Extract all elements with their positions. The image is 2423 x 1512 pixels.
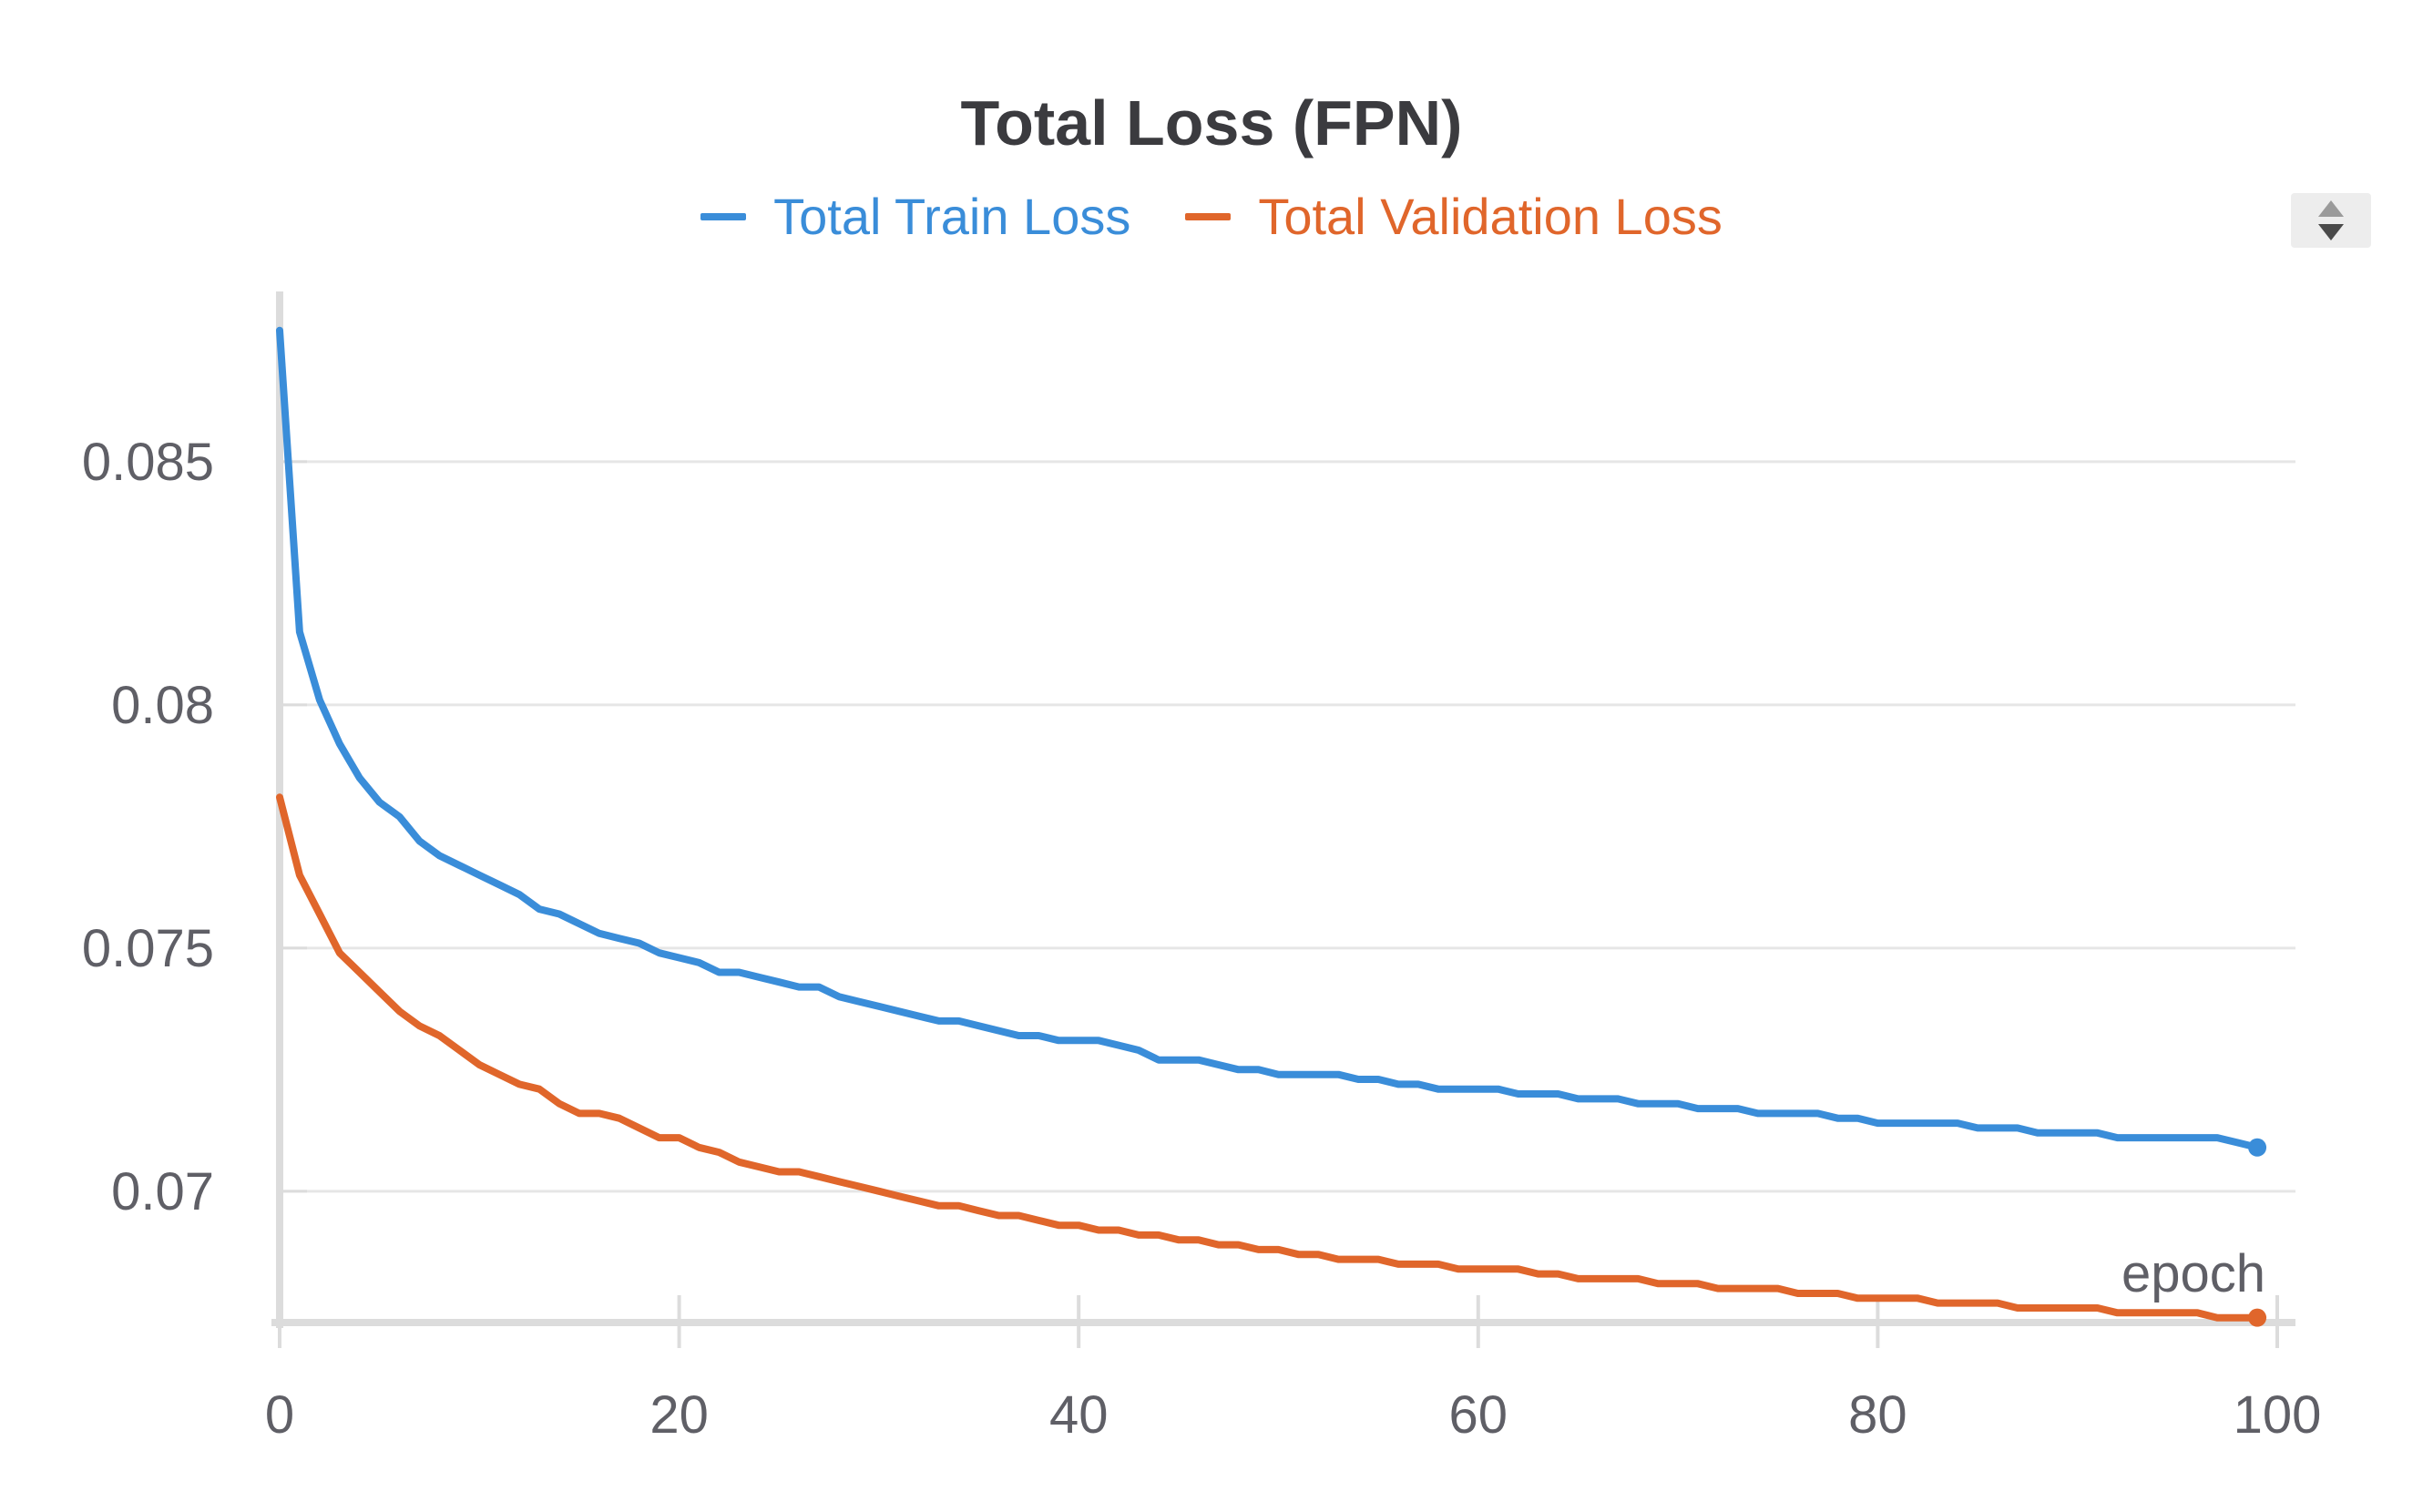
legend-swatch-validation	[1185, 212, 1232, 220]
x-tick-label: 40	[1049, 1385, 1109, 1445]
x-tick-label: 0	[265, 1385, 294, 1445]
y-axis-ticks: 0.07 0.075 0.08 0.085	[82, 433, 307, 1221]
x-tick-label: 100	[2234, 1385, 2322, 1445]
x-tick-label: 80	[1848, 1385, 1907, 1445]
y-tick-label: 0.075	[82, 919, 214, 978]
axes	[271, 291, 2295, 1328]
y-tick-label: 0.085	[82, 433, 214, 492]
chart-legend: Total Train Loss Total Validation Loss	[0, 187, 2423, 246]
legend-sort-button[interactable]	[2291, 193, 2371, 248]
series-end-point-train[interactable]	[2248, 1138, 2267, 1157]
series-line-validation[interactable]	[276, 793, 2262, 1322]
x-tick-label: 20	[649, 1385, 709, 1445]
series-end-point-validation[interactable]	[2248, 1308, 2267, 1327]
x-axis-ticks: 0 20 40 60 80 100	[265, 1295, 2322, 1445]
x-axis-label: epoch	[2121, 1244, 2265, 1303]
legend-item-train[interactable]: Total Train Loss	[700, 187, 1130, 246]
sort-up-icon	[2318, 200, 2344, 217]
legend-item-validation[interactable]: Total Validation Loss	[1185, 187, 1723, 246]
chart-title: Total Loss (FPN)	[960, 87, 1463, 158]
y-tick-label: 0.07	[111, 1162, 214, 1221]
legend-swatch-train	[700, 212, 747, 220]
legend-label-train: Total Train Loss	[773, 188, 1131, 245]
x-tick-label: 60	[1449, 1385, 1508, 1445]
series-line-train[interactable]	[276, 326, 2262, 1151]
grid-lines	[280, 460, 2295, 1193]
legend-label-validation: Total Validation Loss	[1258, 188, 1723, 245]
series-lines	[276, 326, 2267, 1327]
sort-down-icon	[2318, 224, 2344, 240]
y-tick-label: 0.08	[111, 676, 214, 735]
